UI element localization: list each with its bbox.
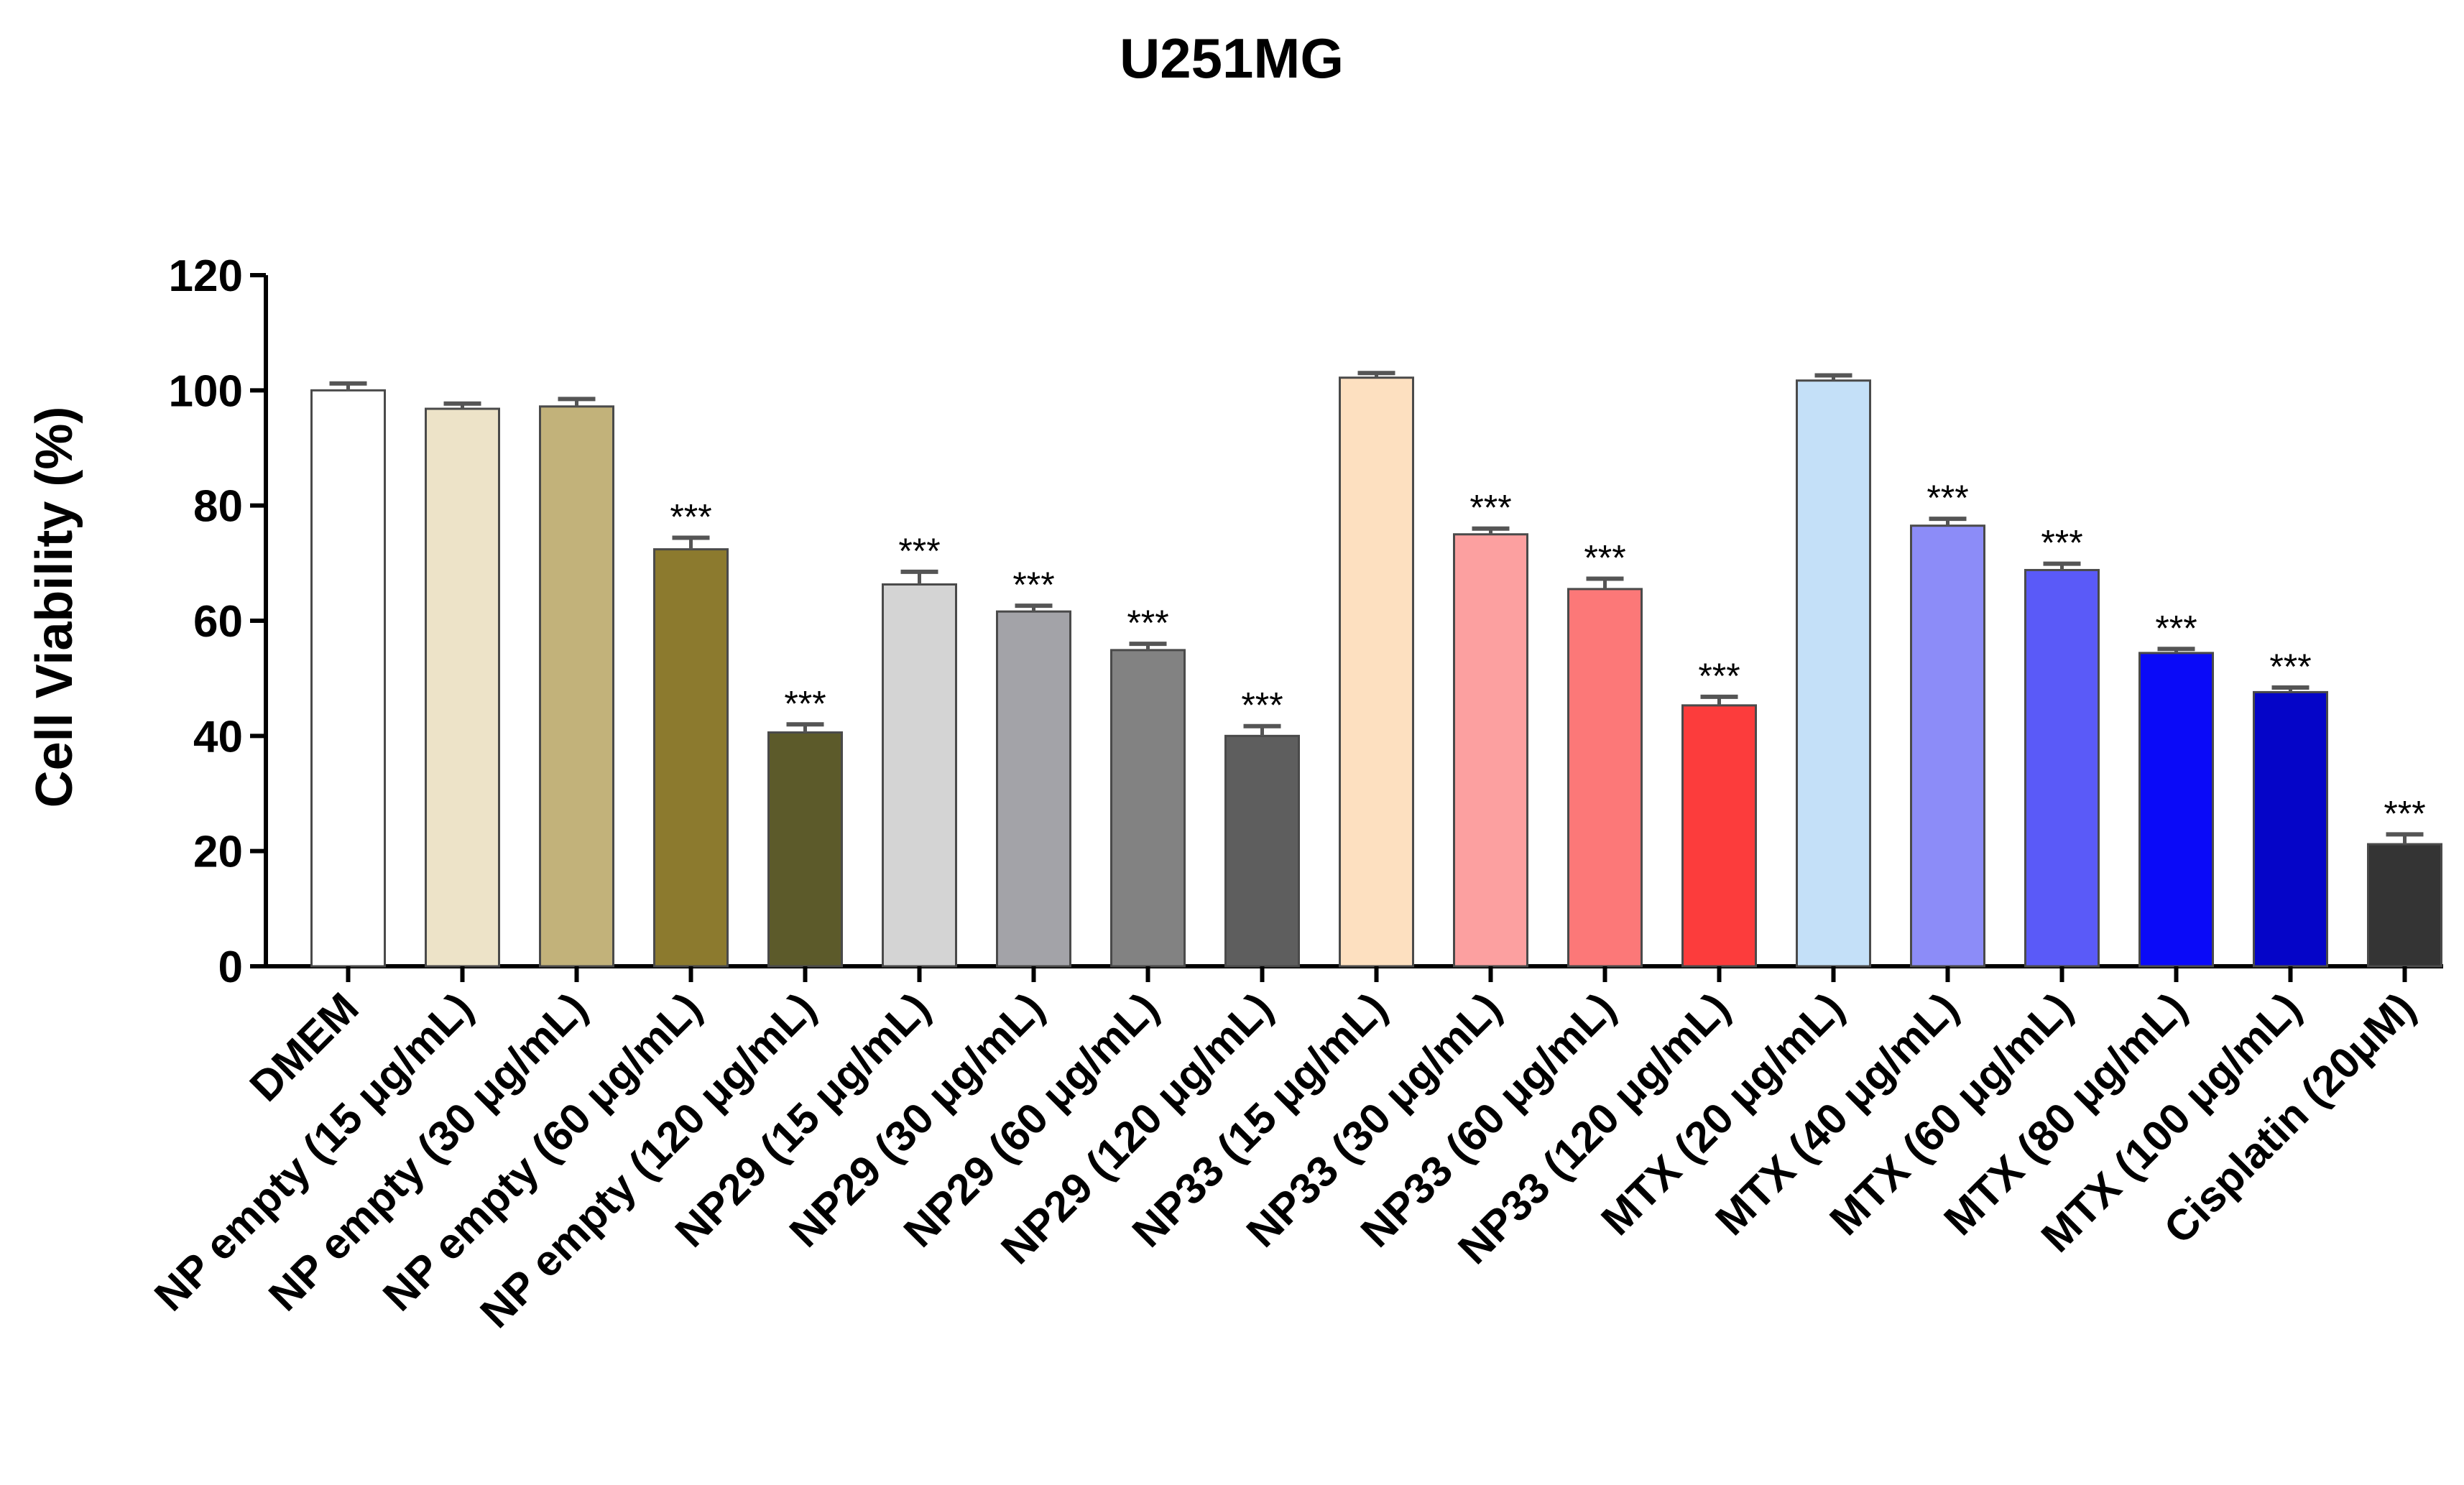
bar [2367,843,2442,968]
bar [425,407,500,968]
y-tick-label: 40 [193,712,243,762]
significance-label: *** [784,683,826,723]
bar [882,583,957,968]
significance-label: *** [2155,608,2197,648]
significance-label: *** [1698,656,1740,696]
bar [996,610,1071,968]
bar [1453,533,1528,968]
bar [2253,690,2328,968]
bar [653,548,729,968]
bar [1567,588,1643,968]
y-tick-label: 80 [193,482,243,532]
significance-label: *** [1927,478,1968,518]
y-tick-label: 100 [169,366,243,416]
y-tick-label: 0 [218,943,243,992]
bar [539,405,614,968]
bar [1910,524,1985,968]
chart-title: U251MG [1120,27,1344,90]
y-tick-label: 120 [169,251,243,301]
bar [310,389,386,968]
significance-label: *** [1012,565,1054,605]
y-tick-label: 20 [193,828,243,877]
bar [1796,379,1871,968]
significance-label: *** [2269,647,2311,687]
y-tick-label: 60 [193,597,243,647]
bar [1681,704,1757,968]
y-axis-label: Cell Viability (%) [26,407,83,808]
significance-label: *** [670,497,711,537]
bar [1224,734,1300,968]
bar [2024,568,2100,968]
bar [1110,649,1186,968]
significance-label: *** [1584,537,1625,578]
bar [767,731,843,968]
bar [1339,376,1414,968]
bar [2138,652,2214,968]
significance-label: *** [2041,523,2082,563]
significance-label: *** [1241,685,1283,726]
significance-label: *** [2384,793,2425,833]
significance-label: *** [1469,488,1511,528]
significance-label: *** [1127,603,1168,643]
significance-label: *** [898,531,940,571]
